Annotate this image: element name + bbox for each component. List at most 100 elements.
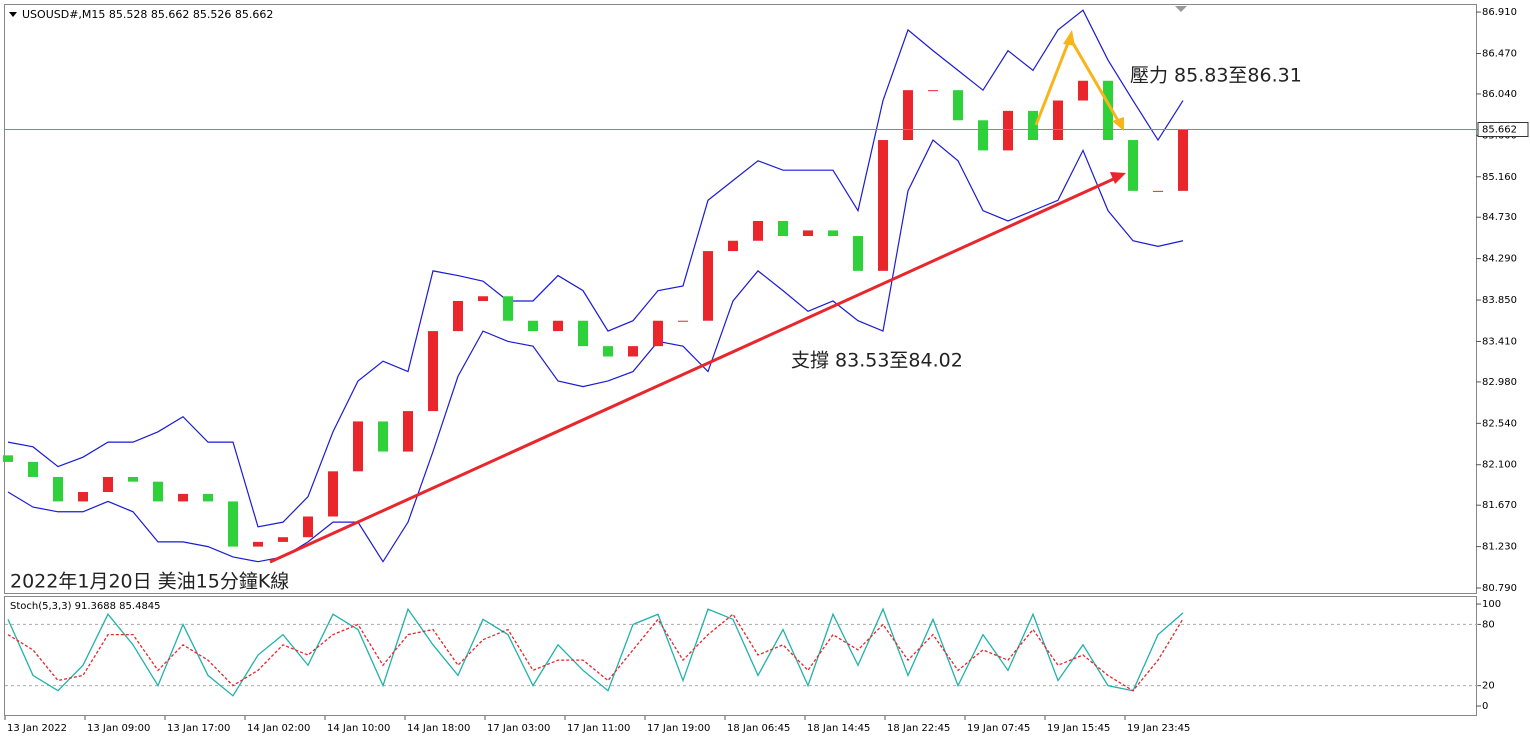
- price-label-box: [1477, 122, 1529, 138]
- trend-line: [269, 175, 1119, 564]
- x-tick-label: 14 Jan 18:00: [407, 723, 470, 734]
- marks: 86.91086.47086.04085.60085.16084.73084.2…: [3, 7, 1529, 734]
- candle: [503, 296, 513, 321]
- bollinger-band: [7, 139, 1184, 563]
- candle: [278, 537, 288, 542]
- y-tick-label: 80.790: [1482, 583, 1517, 594]
- candle: [903, 90, 913, 141]
- candle: [178, 493, 188, 502]
- candle: [303, 516, 313, 538]
- candle: [378, 421, 388, 452]
- x-tick-label: 17 Jan 19:00: [647, 723, 710, 734]
- candle: [478, 296, 488, 301]
- y-tick-label: 85.160: [1482, 172, 1517, 183]
- arrow-head: [1110, 172, 1126, 184]
- candle: [453, 300, 463, 332]
- candle: [553, 320, 563, 332]
- x-tick-label: 13 Jan 17:00: [167, 723, 230, 734]
- candle: [878, 140, 888, 271]
- x-tick-label: 13 Jan 2022: [7, 723, 67, 734]
- candle: [1178, 129, 1188, 191]
- candle: [678, 320, 688, 322]
- candle: [128, 476, 138, 482]
- y-tick-label: 20: [1482, 681, 1495, 692]
- candle: [803, 230, 813, 237]
- candle: [28, 461, 38, 477]
- candle: [1078, 80, 1088, 101]
- candle: [1028, 110, 1038, 141]
- candle: [778, 220, 788, 237]
- candle: [3, 455, 13, 462]
- candle: [428, 331, 438, 412]
- y-tick-label: 86.910: [1482, 7, 1517, 18]
- x-tick-label: 14 Jan 10:00: [327, 723, 390, 734]
- current-price-label: 85.662: [1482, 125, 1517, 136]
- candle: [928, 90, 938, 92]
- y-tick-label: 86.470: [1482, 48, 1517, 59]
- candle: [253, 541, 263, 547]
- y-tick-label: 86.040: [1482, 89, 1517, 100]
- candle: [153, 481, 163, 502]
- y-tick-label: 82.540: [1482, 418, 1517, 429]
- y-tick-label: 82.100: [1482, 460, 1517, 471]
- candle: [603, 346, 613, 357]
- candle: [1153, 190, 1163, 192]
- annotation: 壓力 85.83至86.31: [1130, 65, 1302, 87]
- candle: [353, 421, 363, 472]
- y-tick-label: 100: [1482, 599, 1501, 610]
- stoch-line: [7, 613, 1184, 692]
- y-tick-label: 81.230: [1482, 542, 1517, 553]
- candle: [203, 493, 213, 502]
- candle: [1128, 140, 1138, 191]
- y-tick-label: 81.670: [1482, 500, 1517, 511]
- candle: [328, 471, 338, 517]
- candle: [403, 411, 413, 452]
- candle: [1003, 110, 1013, 151]
- candle: [978, 120, 988, 151]
- candle: [853, 236, 863, 271]
- price-panel: [4, 4, 1477, 594]
- candle: [78, 492, 88, 502]
- candle: [1053, 100, 1063, 141]
- bollinger-band: [7, 9, 1184, 528]
- arrow-head: [1112, 117, 1124, 131]
- y-tick-label: 84.730: [1482, 212, 1517, 223]
- stoch-panel: [4, 596, 1477, 716]
- y-tick-label: 80: [1482, 619, 1495, 630]
- stoch-line: [7, 607, 1184, 697]
- candle: [578, 320, 588, 347]
- y-tick-label: 83.410: [1482, 336, 1517, 347]
- candle: [1103, 80, 1113, 141]
- candle: [753, 220, 763, 241]
- x-tick-label: 14 Jan 02:00: [247, 723, 310, 734]
- candle: [653, 320, 663, 347]
- x-tick-label: 18 Jan 14:45: [807, 723, 870, 734]
- menu-triangle: [9, 12, 17, 17]
- annotation: 支撐 83.53至84.02: [791, 350, 963, 372]
- x-tick-label: 18 Jan 22:45: [887, 723, 950, 734]
- stoch-title: Stoch(5,3,3) 91.3688 85.4845: [10, 601, 161, 612]
- y-tick-label: 0: [1482, 701, 1488, 712]
- y-tick-label: 82.980: [1482, 377, 1517, 388]
- x-tick-label: 18 Jan 06:45: [727, 723, 790, 734]
- y-tick-label: 83.850: [1482, 295, 1517, 306]
- y-tick-label: 84.290: [1482, 254, 1517, 265]
- chart-title: USOUSD#,M15 85.528 85.662 85.526 85.662: [22, 8, 273, 21]
- shift-marker: [1175, 6, 1187, 12]
- x-tick-label: 13 Jan 09:00: [87, 723, 150, 734]
- candle: [728, 240, 738, 252]
- candle: [103, 476, 113, 493]
- candle: [53, 476, 63, 502]
- x-tick-label: 17 Jan 11:00: [567, 723, 630, 734]
- candle: [703, 251, 713, 321]
- candle: [628, 346, 638, 357]
- candle: [528, 320, 538, 332]
- x-tick-label: 17 Jan 03:00: [487, 723, 550, 734]
- candle: [828, 230, 838, 237]
- x-tick-label: 19 Jan 15:45: [1047, 723, 1110, 734]
- candle: [228, 501, 238, 547]
- x-tick-label: 19 Jan 07:45: [967, 723, 1030, 734]
- x-tick-label: 19 Jan 23:45: [1127, 723, 1190, 734]
- arrow-head: [1063, 30, 1075, 46]
